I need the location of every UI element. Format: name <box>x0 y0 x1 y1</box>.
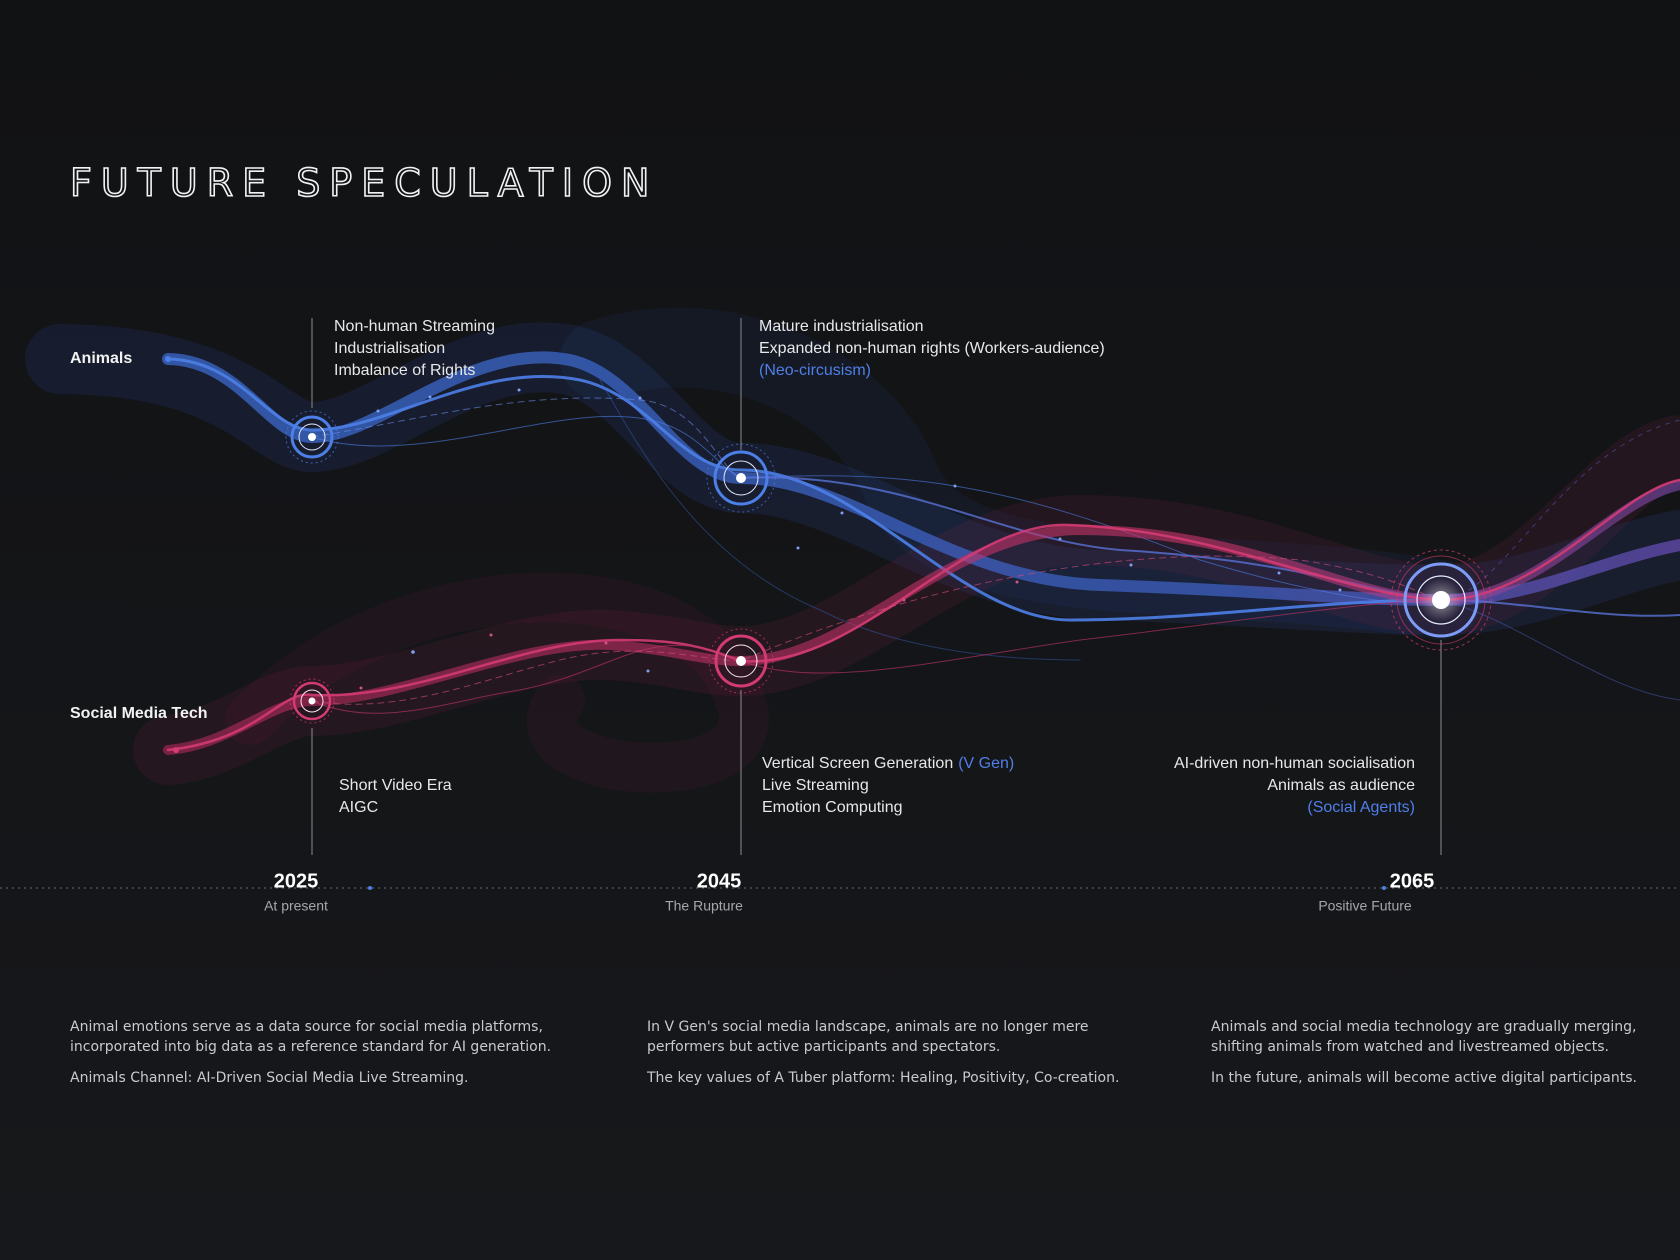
note-text: Short Video Era <box>339 777 452 794</box>
note-text: Mature industrialisation <box>759 318 924 335</box>
axis-dot <box>1382 886 1386 890</box>
note-text: Industrialisation <box>334 340 445 357</box>
node-2025-social <box>289 678 335 724</box>
note-line: AI-driven non-human socialisation <box>1174 755 1415 772</box>
description-line: incorporated into big data as a referenc… <box>70 1039 551 1055</box>
note-accent: (Neo-circusism) <box>759 362 871 379</box>
axis-dot <box>368 886 372 890</box>
note-line: Industrialisation <box>334 340 445 357</box>
note-line: Emotion Computing <box>762 799 903 816</box>
note-text: Emotion Computing <box>762 799 903 816</box>
node-2045-animals <box>706 443 776 513</box>
node-2045-social <box>708 628 774 694</box>
description-line: The key values of A Tuber platform: Heal… <box>646 1070 1119 1086</box>
connector-lines <box>311 318 1442 855</box>
description-line: In V Gen's social media landscape, anima… <box>647 1019 1089 1035</box>
note-line: (Neo-circusism) <box>759 362 871 379</box>
track-label: Social Media Tech <box>70 705 208 722</box>
note-line: Expanded non-human rights (Workers-audie… <box>759 340 1105 357</box>
description-line: Animal emotions serve as a data source f… <box>70 1019 543 1035</box>
note-text: AIGC <box>339 799 378 816</box>
note-text: Imbalance of Rights <box>334 362 475 379</box>
year: 2065 <box>1390 870 1435 892</box>
note-accent: (V Gen) <box>958 755 1014 772</box>
note-text: AI-driven non-human socialisation <box>1174 755 1415 772</box>
description-line: In the future, animals will become activ… <box>1211 1070 1637 1086</box>
description-line: shifting animals from watched and livest… <box>1211 1039 1609 1055</box>
note-line: (Social Agents) <box>1307 799 1415 816</box>
year-subtitle: Positive Future <box>1318 898 1412 914</box>
note-text: Animals as audience <box>1267 777 1415 794</box>
year: 2025 <box>274 870 319 892</box>
labels: Animals Social Media Tech 2025 At present No… <box>70 318 1637 1086</box>
year: 2045 <box>697 870 742 892</box>
year-subtitle: At present <box>264 898 328 914</box>
note-line: Mature industrialisation <box>759 318 924 335</box>
description-line: Animals and social media technology are … <box>1211 1019 1637 1035</box>
description-line: Animals Channel: AI-Driven Social Media … <box>70 1070 469 1086</box>
year-subtitle: The Rupture <box>665 898 743 914</box>
note-text: Live Streaming <box>762 777 869 794</box>
description-line: performers but active participants and s… <box>647 1039 1000 1055</box>
note-line: AIGC <box>339 799 378 816</box>
node-2065 <box>1390 549 1492 651</box>
particles <box>359 388 1342 690</box>
note-line: Vertical Screen Generation (V Gen) <box>762 755 1014 772</box>
note-text: Non-human Streaming <box>334 318 495 335</box>
nodes <box>165 356 1492 753</box>
note-text: Expanded non-human rights (Workers-audie… <box>759 340 1105 357</box>
note-line: Non-human Streaming <box>334 318 495 335</box>
note-line: Animals as audience <box>1267 777 1415 794</box>
note-line: Live Streaming <box>762 777 869 794</box>
note-line: Imbalance of Rights <box>334 362 475 379</box>
title: FUTURE SPECULATION <box>70 161 658 205</box>
note-accent: (Social Agents) <box>1307 799 1415 816</box>
track-label: Animals <box>70 350 132 367</box>
node-2025-animals <box>285 410 339 464</box>
note-line: Short Video Era <box>339 777 452 794</box>
note-text: Vertical Screen Generation <box>762 755 953 772</box>
